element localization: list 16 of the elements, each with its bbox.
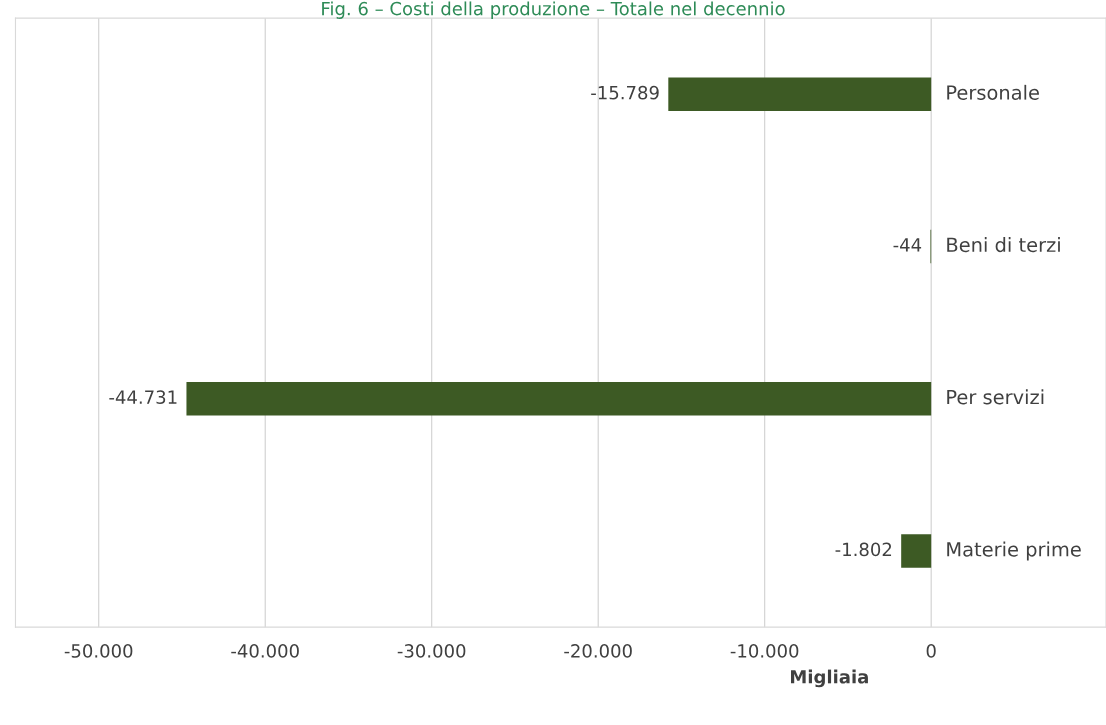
x-axis-title: Migliaia [791,669,868,688]
y-tick-label: Personale [947,84,1039,100]
x-tick-label: -20.000 [564,644,632,658]
data-label: -44 [893,238,922,252]
y-tick-label: Beni di terzi [947,237,1060,253]
x-tick-label: -10.000 [730,644,799,658]
y-tick-label: Materie prime [947,541,1081,561]
x-tick-label: 0 [926,644,936,658]
y-tick-label: Per servizi [947,389,1044,405]
chart-title: Fig. 6 – Costi della produzione – Totale nel decennio [322,1,785,19]
x-tick-label: -30.000 [397,644,466,658]
x-tick-label: -50.000 [64,644,133,658]
data-label: -1.802 [835,542,892,557]
data-label: -15.789 [591,85,659,100]
data-label: -44.731 [109,390,177,404]
x-tick-label: -40.000 [231,644,299,658]
